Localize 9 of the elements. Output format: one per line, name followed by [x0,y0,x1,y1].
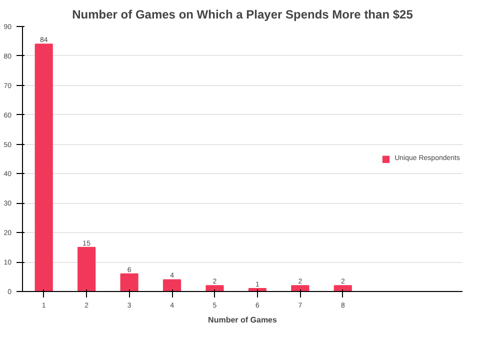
x-axis-title: Number of Games [208,316,278,324]
bar [291,285,310,292]
bar [206,285,224,292]
bar [162,279,182,292]
bar [334,285,352,292]
bar [120,273,138,292]
bar [34,44,53,292]
bar [78,246,96,292]
chart-title: Number of Games on Which a Player Spends More than $25 [72,8,414,22]
